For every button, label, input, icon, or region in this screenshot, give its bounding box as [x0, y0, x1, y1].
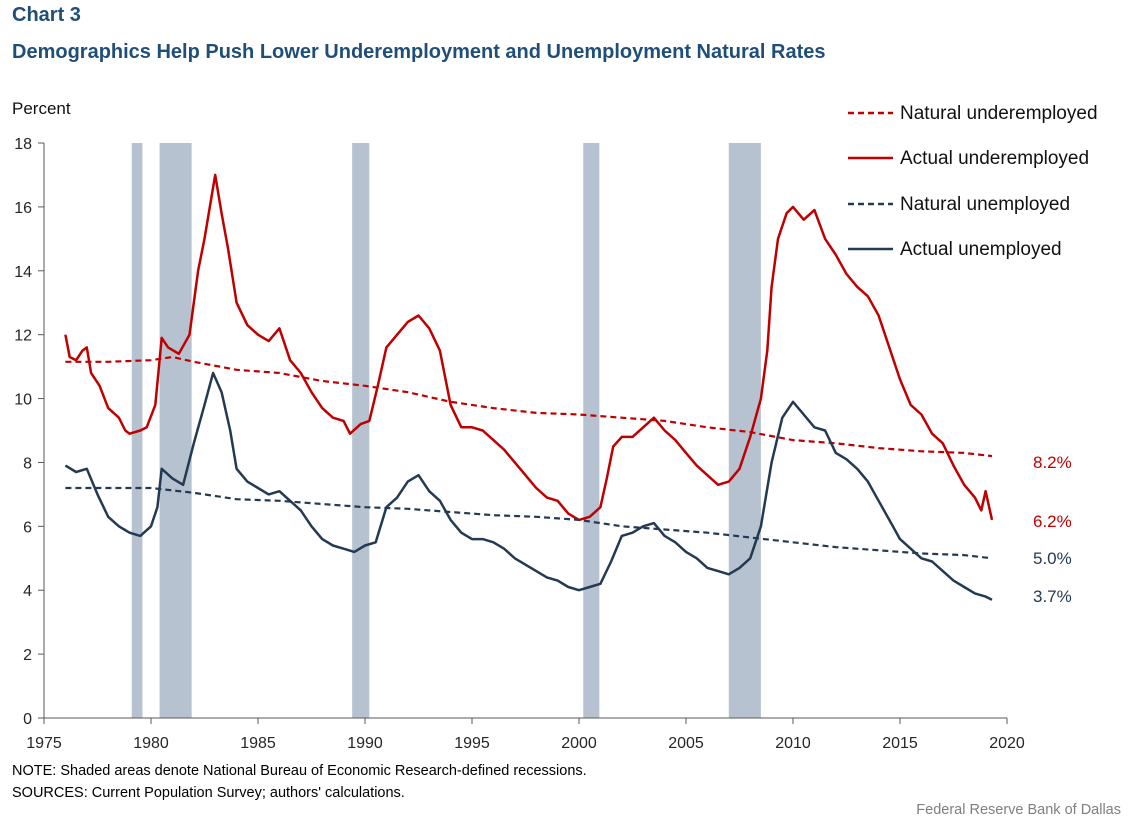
legend: Natural underemployed Actual underemploye… — [848, 103, 1098, 260]
y-tick-label: 16 — [14, 200, 32, 217]
chart-title: Demographics Help Push Lower Underemploy… — [12, 41, 826, 63]
note-text: NOTE: Shaded areas denote National Burea… — [12, 763, 587, 779]
x-tick-label: 2010 — [775, 735, 811, 752]
x-tick-label: 1995 — [454, 735, 490, 752]
end-label-1: 6.2% — [1033, 512, 1072, 531]
x-tick-label: 1980 — [133, 735, 169, 752]
x-tick-label: 2015 — [882, 735, 918, 752]
axes: 0 2 4 6 8 10 12 14 16 18 1975 1980 1985 1990 1995 2000 2… — [14, 136, 1025, 752]
chart-number: Chart 3 — [12, 4, 81, 26]
y-tick-label: 12 — [14, 328, 32, 345]
recession-band-1 — [159, 143, 192, 718]
credit-text: Federal Reserve Bank of Dallas — [916, 802, 1121, 818]
legend-label-0: Natural underemployed — [900, 103, 1098, 124]
end-label-0: 8.2% — [1033, 453, 1072, 472]
recession-band-3 — [583, 143, 600, 718]
y-tick-label: 10 — [14, 392, 32, 409]
y-tick-label: 18 — [14, 136, 32, 153]
series-line-1 — [64, 173, 994, 522]
y-tick-label: 4 — [23, 583, 32, 600]
legend-label-3: Actual unemployed — [900, 239, 1062, 260]
legend-label-1: Actual underemployed — [900, 148, 1089, 169]
series-lines — [64, 173, 994, 601]
y-tick-label: 2 — [23, 647, 32, 664]
y-tick-label: 0 — [23, 711, 32, 728]
sources-text: SOURCES: Current Population Survey; auth… — [12, 785, 405, 801]
x-tick-label: 1985 — [240, 735, 276, 752]
x-tick-label: 1975 — [26, 735, 62, 752]
x-tick-label: 2000 — [561, 735, 597, 752]
y-tick-label: 14 — [14, 264, 32, 281]
x-tick-label: 1990 — [347, 735, 383, 752]
x-tick-label: 2020 — [989, 735, 1025, 752]
y-tick-label: 8 — [23, 455, 32, 472]
legend-label-2: Natural unemployed — [900, 194, 1070, 215]
recession-bands — [131, 143, 761, 718]
series-line-2 — [65, 486, 993, 560]
end-label-2: 5.0% — [1033, 549, 1072, 568]
y-tick-label: 6 — [23, 519, 32, 536]
end-labels: 8.2% 6.2% 5.0% 3.7% — [1033, 453, 1072, 606]
x-tick-label: 2005 — [668, 735, 704, 752]
series-line-0 — [65, 355, 993, 458]
recession-band-2 — [352, 143, 370, 718]
end-label-3: 3.7% — [1033, 587, 1072, 606]
series-line-3 — [64, 371, 993, 601]
y-axis-label: Percent — [12, 99, 71, 118]
